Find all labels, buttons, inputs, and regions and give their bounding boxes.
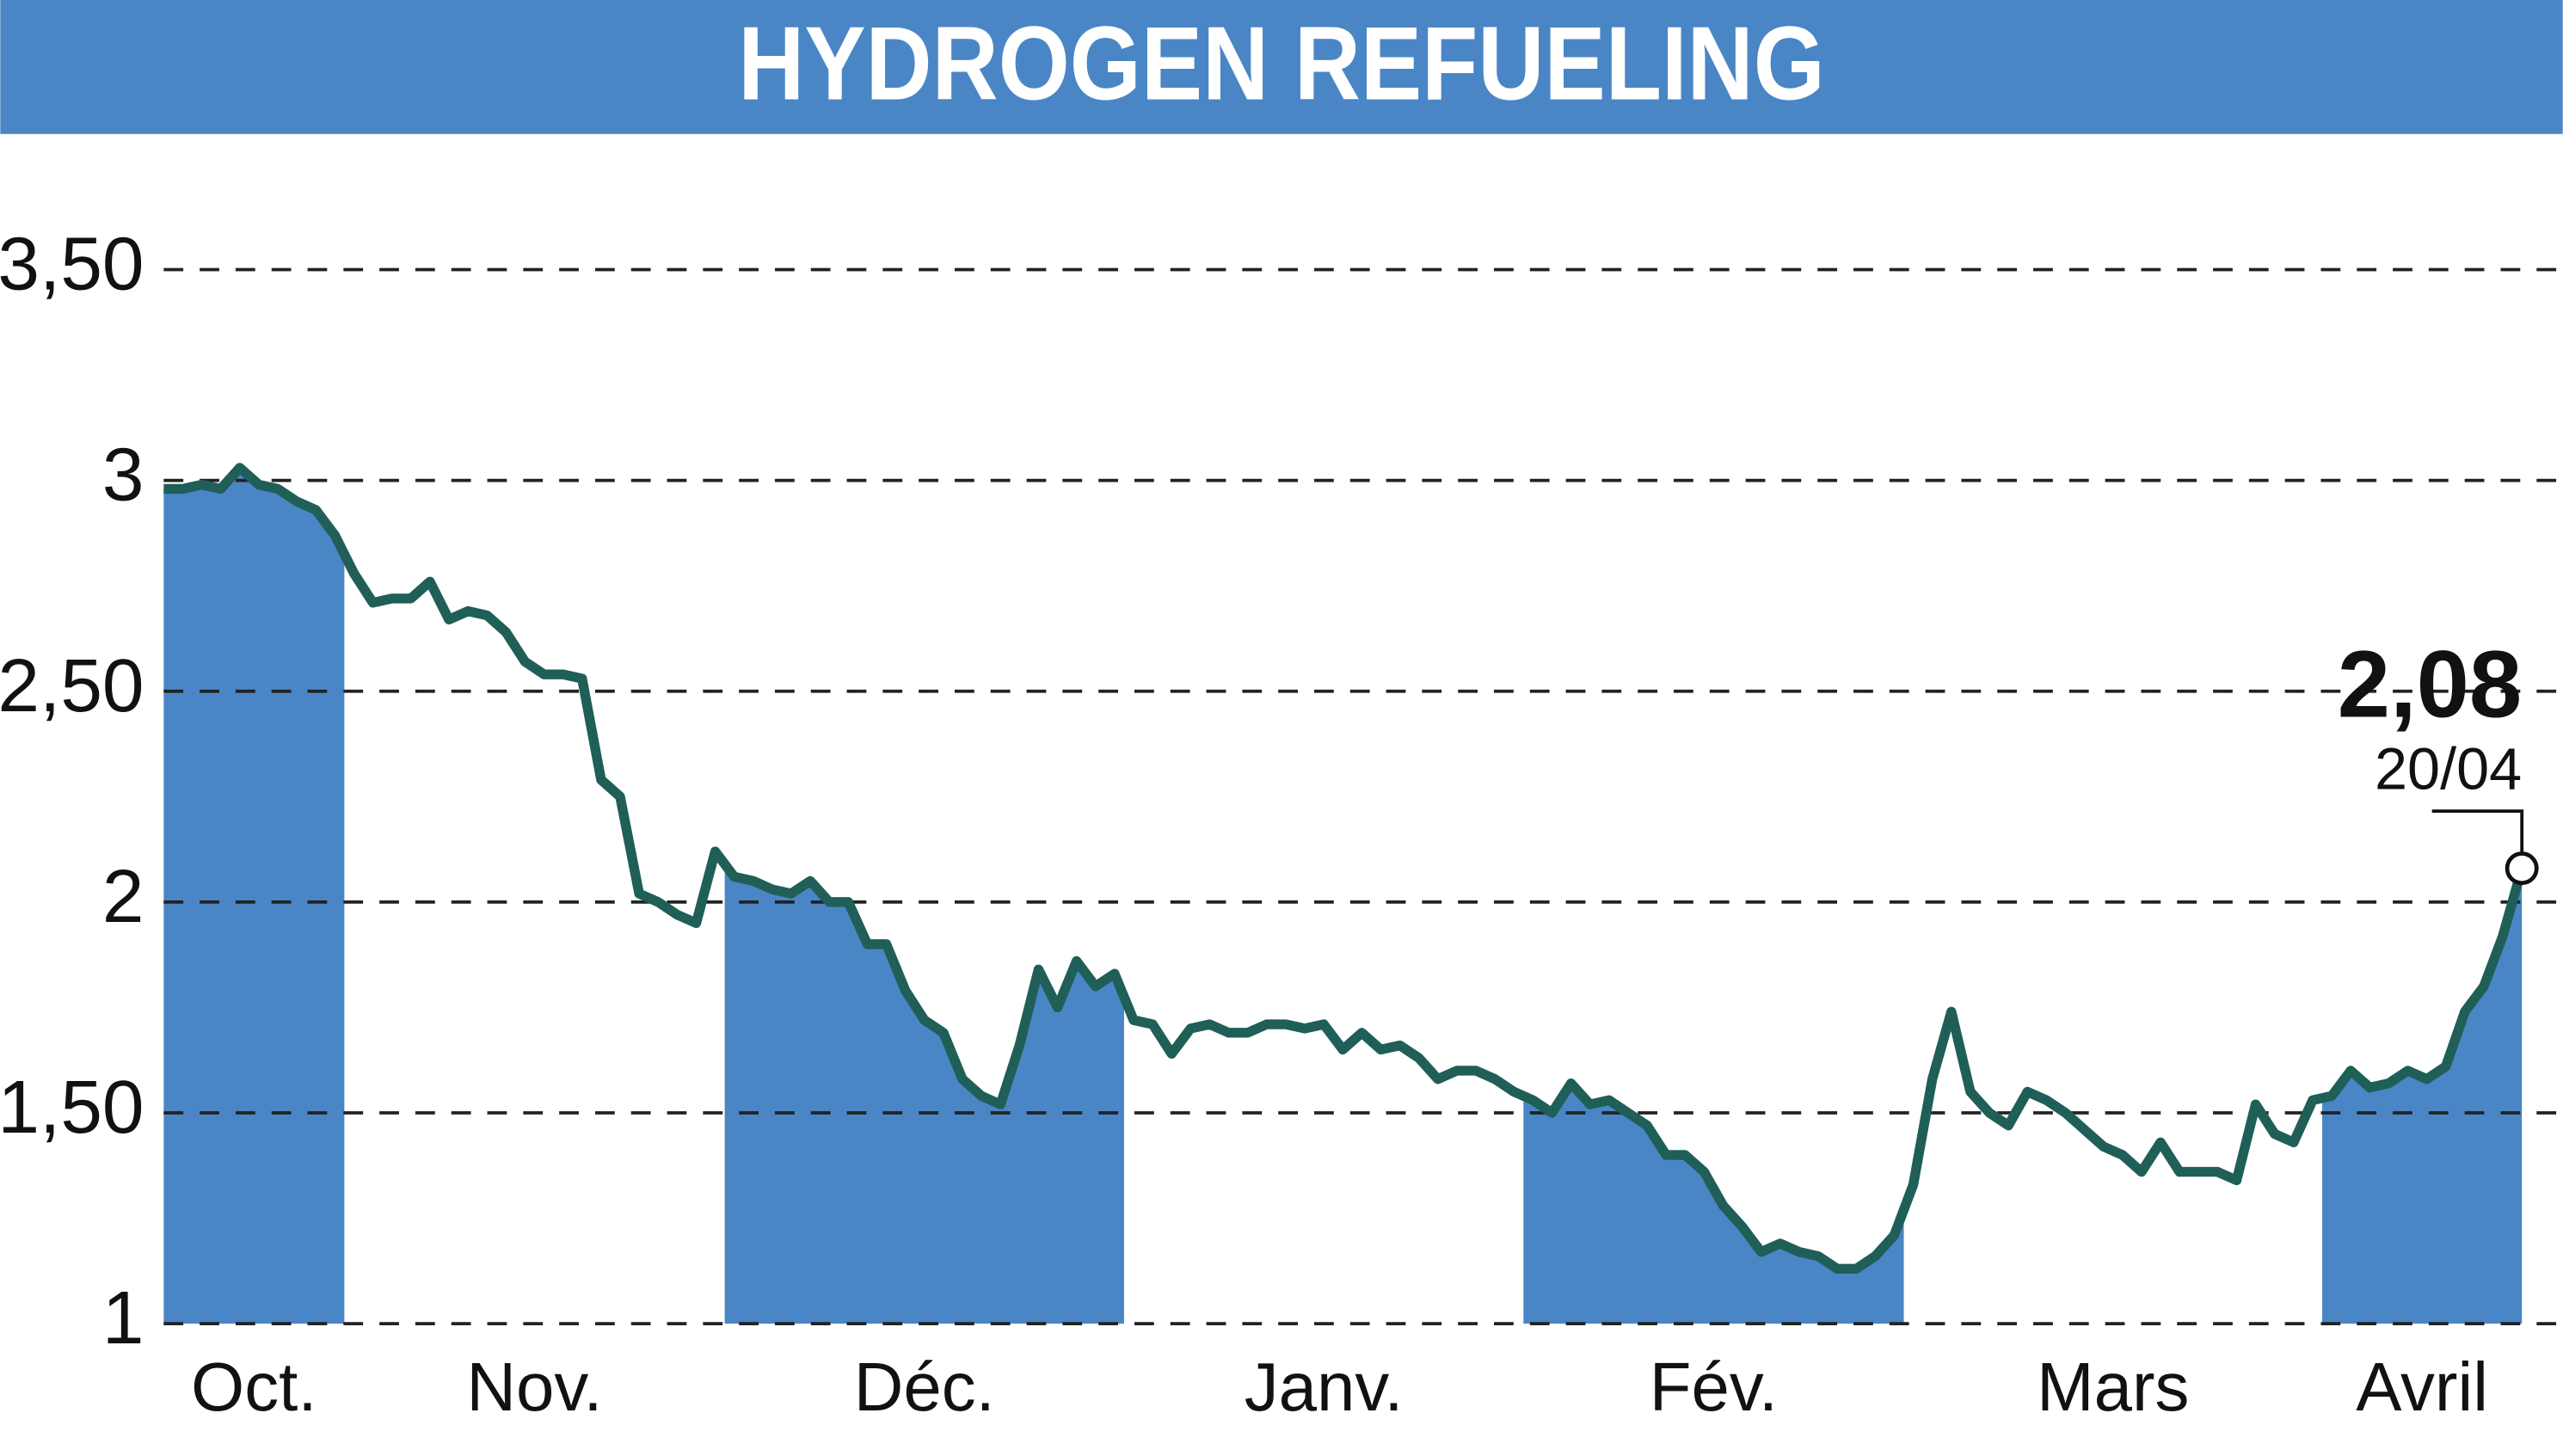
last-point bbox=[2505, 851, 2539, 886]
month-band bbox=[163, 467, 345, 1324]
chart-title: HYDROGEN REFUELING bbox=[738, 5, 1825, 122]
y-tick-label: 2 bbox=[102, 854, 144, 938]
x-tick-label: Nov. bbox=[466, 1348, 602, 1425]
y-tick-label: 1 bbox=[102, 1275, 144, 1360]
x-tick-label: Déc. bbox=[854, 1348, 995, 1425]
x-tick-label: Mars bbox=[2037, 1348, 2189, 1425]
month-band bbox=[724, 863, 1124, 1324]
y-tick-label: 1,50 bbox=[0, 1065, 144, 1149]
header-bar bbox=[0, 0, 2563, 134]
x-tick-label: Avril bbox=[2356, 1348, 2488, 1425]
x-tick-label: Oct. bbox=[191, 1348, 317, 1425]
month-band bbox=[1523, 1083, 1904, 1324]
annotation-leader bbox=[2431, 809, 2524, 852]
y-tick-label: 3,50 bbox=[0, 222, 144, 306]
x-tick-label: Janv. bbox=[1245, 1348, 1404, 1425]
last-date-label: 20/04 bbox=[2375, 736, 2522, 802]
x-tick-label: Fév. bbox=[1650, 1348, 1778, 1425]
last-value-label: 2,08 bbox=[2338, 632, 2522, 738]
y-tick-label: 2,50 bbox=[0, 643, 144, 728]
price-line bbox=[163, 463, 2527, 1275]
y-tick-label: 3 bbox=[102, 433, 144, 517]
month-band bbox=[2322, 868, 2523, 1324]
